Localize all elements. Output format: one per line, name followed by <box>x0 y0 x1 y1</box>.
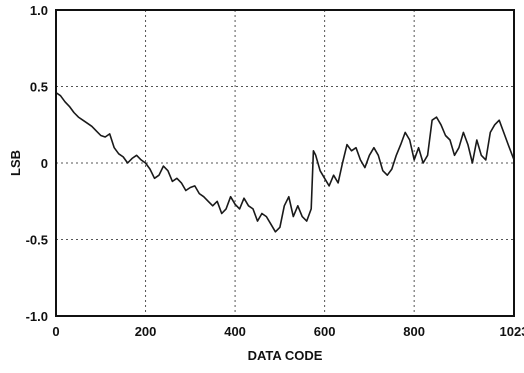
tick-layer: 0 200 400 600 800 1023 1.0 0.5 0 -0.5 -1.0 <box>26 3 524 339</box>
x-tick-label: 800 <box>403 324 425 339</box>
y-tick-label: -1.0 <box>26 309 48 324</box>
y-tick-label: 0.5 <box>30 80 48 95</box>
plot-frame <box>55 9 515 317</box>
y-tick-label: 0 <box>41 156 48 171</box>
y-tick-label: 1.0 <box>30 3 48 18</box>
x-tick-label: 0 <box>52 324 59 339</box>
x-tick-label: 1023 <box>500 324 524 339</box>
grid-layer <box>56 10 514 316</box>
x-tick-label: 600 <box>314 324 336 339</box>
x-tick-label: 200 <box>135 324 157 339</box>
y-axis-label: LSB <box>8 150 23 176</box>
x-tick-label: 400 <box>224 324 246 339</box>
series-layer <box>55 91 515 233</box>
series-line <box>55 91 515 233</box>
x-axis-label: DATA CODE <box>248 348 323 363</box>
y-tick-label: -0.5 <box>26 233 48 248</box>
